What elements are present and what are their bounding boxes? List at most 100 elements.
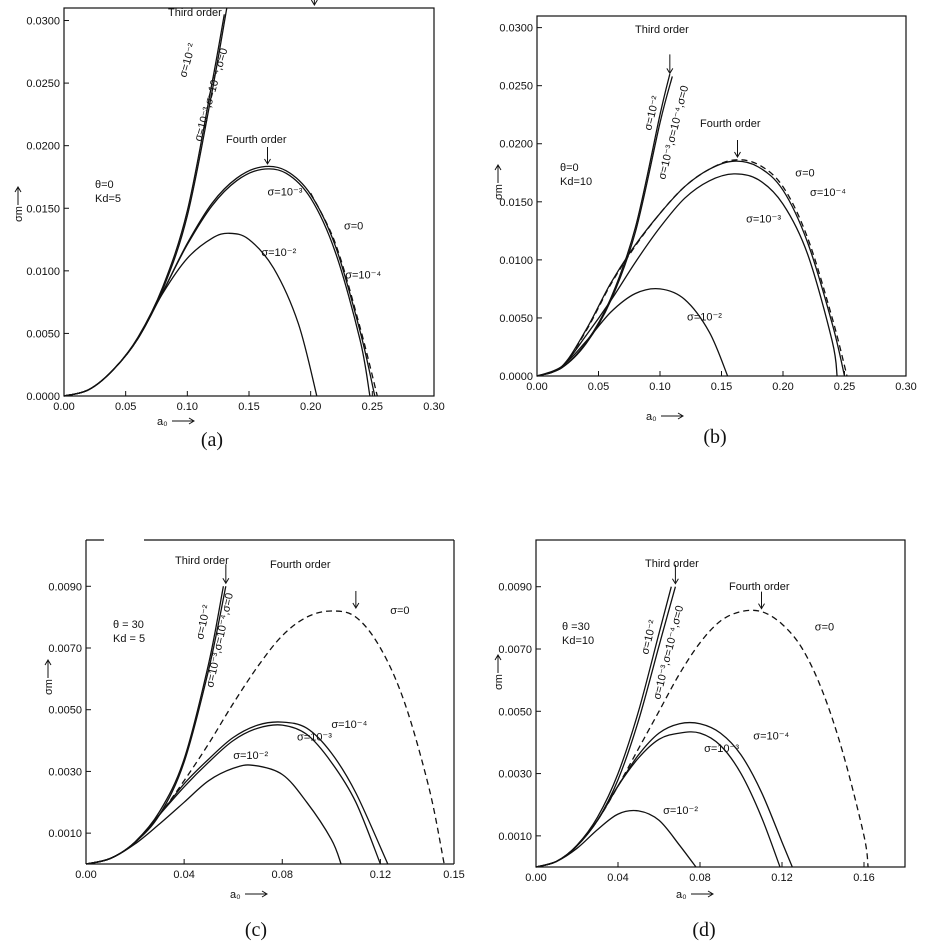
curves: σ=0σ=10⁻⁴σ=10⁻³σ=10⁻² <box>535 564 869 868</box>
fourth-order-series-line <box>85 724 382 865</box>
third-order-label: Third order <box>635 24 689 36</box>
curve-label: σ=10⁻² <box>663 805 698 817</box>
svg-text:σm: σm <box>493 674 505 690</box>
axis-label-x: a₀ <box>676 889 714 901</box>
axes: 0.00 0.04 0.08 0.12 0.15 0.0010 0.0030 0.0050 0.… <box>48 539 465 881</box>
panel-caption: (a) <box>201 429 223 451</box>
axis-label-x: a₀ <box>646 411 684 423</box>
x-tick-label: 0.15 <box>711 381 732 393</box>
y-tick-label: 0.0300 <box>26 16 60 28</box>
third-order-arrow-head <box>666 68 674 75</box>
panel-b: (b) a₀ σm θ=0 Kd=10 Third order Fourth o… <box>493 15 917 448</box>
y-tick-label: 0.0010 <box>48 828 82 840</box>
fourth-order-label: Fourth order <box>270 559 331 571</box>
axis-label-y: σm <box>493 164 505 200</box>
y-tick-label: 0.0050 <box>26 328 60 340</box>
fourth-order-arrow-head <box>758 603 765 610</box>
panel-caption: (b) <box>703 426 726 448</box>
y-tick-label: 0.0030 <box>48 766 82 778</box>
curves: σ=0σ=10⁻⁴σ=10⁻³σ=10⁻² <box>85 564 445 865</box>
x-tick-label: 0.08 <box>272 869 293 881</box>
panel-caption: (d) <box>692 919 715 941</box>
panel-a: (a) a₀ σm θ=0 Kd=5 Third order Fourth or… <box>13 0 445 451</box>
curve-label: σ=10⁻² <box>261 247 296 259</box>
param-block: θ =30 Kd=10 <box>562 621 594 647</box>
curve-label: σ=10⁻⁴ <box>810 187 846 199</box>
curve-label: σ=10⁻³ <box>268 187 303 199</box>
third-order-series-line <box>63 7 228 397</box>
fourth-order-series-line <box>535 609 869 868</box>
y-tick-label: 0.0050 <box>48 705 82 717</box>
y-tick-label: 0.0050 <box>498 706 532 718</box>
curve-label: σ=10⁻³ <box>746 214 781 226</box>
third-order-label: Third order <box>645 558 699 570</box>
x-tick-label: 0.20 <box>300 401 321 413</box>
third-order-series-line <box>536 76 673 377</box>
third-order-curve-label: σ=10⁻³,σ=10⁻⁴,σ=0 <box>651 604 686 700</box>
fourth-order-series-line <box>85 610 445 865</box>
x-tick-label: 0.05 <box>588 381 609 393</box>
x-tick-label: 0.30 <box>895 381 916 393</box>
panel-d: (d) a₀ σm θ =30 Kd=10 Third order Fourth… <box>493 539 906 941</box>
curve-label: σ=10⁻⁴ <box>345 269 381 281</box>
x-tick-label: 0.16 <box>853 872 874 884</box>
y-tick-label: 0.0090 <box>498 582 532 594</box>
x-tick-label: 0.00 <box>526 381 547 393</box>
param-theta: θ=0 <box>95 179 114 191</box>
y-tick-label: 0.0150 <box>26 203 60 215</box>
y-tick-label: 0.0070 <box>48 643 82 655</box>
fourth-order-series-line <box>535 721 793 868</box>
y-tick-label: 0.0010 <box>498 831 532 843</box>
panel-c: (c) a₀ σm θ = 30 Kd = 5 Third order Four… <box>43 539 465 941</box>
third-order-series-line <box>63 14 225 397</box>
svg-text:a₀: a₀ <box>157 416 168 428</box>
fourth-order-series-line <box>536 173 838 377</box>
param-block: θ = 30 Kd = 5 <box>113 619 145 645</box>
fourth-order-label: Fourth order <box>700 118 761 130</box>
x-tick-label: 0.15 <box>238 401 259 413</box>
svg-text:σm: σm <box>13 206 25 222</box>
third-order-curve-label: σ=10⁻² <box>194 604 213 641</box>
x-tick-label: 0.00 <box>53 401 74 413</box>
param-kd: Kd=10 <box>560 176 592 188</box>
fourth-order-series-line <box>536 288 729 377</box>
param-kd: Kd=5 <box>95 193 121 205</box>
curves: σ=0σ=10⁻⁴σ=10⁻³σ=10⁻² <box>536 54 848 377</box>
x-tick-label: 0.12 <box>370 869 391 881</box>
svg-text:a₀: a₀ <box>230 889 241 901</box>
fourth-order-series-line <box>63 165 376 397</box>
param-theta: θ=0 <box>560 162 579 174</box>
curve-label: σ=10⁻² <box>687 311 722 323</box>
y-tick-label: 0.0000 <box>499 371 533 383</box>
fourth-order-series-line <box>535 809 697 868</box>
axes: 0.00 0.05 0.10 0.15 0.20 0.25 0.30 0.0000 0.0050… <box>499 15 917 393</box>
third-order-arrow-head <box>222 578 230 585</box>
fourth-order-series-line <box>310 192 378 397</box>
axis-label-x: a₀ <box>157 416 195 428</box>
x-tick-label: 0.00 <box>525 872 546 884</box>
plot-frame <box>535 539 906 868</box>
third-order-label: Third order <box>175 555 229 567</box>
curve-label: σ=10⁻³ <box>704 743 739 755</box>
x-tick-label: 0.25 <box>834 381 855 393</box>
svg-text:σm: σm <box>493 184 505 200</box>
y-tick-label: 0.0000 <box>26 391 60 403</box>
curves: σ=10⁻³ σ=0 σ=10⁻⁴ σ=10⁻² <box>63 0 381 397</box>
third-order-label: Third order <box>168 7 222 19</box>
axis-label-y: σm <box>43 659 55 695</box>
curve-label: σ=0 <box>815 621 834 633</box>
curve-label: σ=0 <box>390 605 409 617</box>
third-order-curve-label: σ=10⁻² <box>177 42 198 79</box>
param-kd: Kd = 5 <box>113 633 145 645</box>
x-tick-label: 0.12 <box>771 872 792 884</box>
param-block: θ=0 Kd=5 <box>95 179 121 205</box>
x-tick-label: 0.15 <box>443 869 464 881</box>
third-order-curve-label: σ=10⁻² <box>639 619 659 656</box>
y-tick-label: 0.0030 <box>498 769 532 781</box>
x-tick-label: 0.10 <box>649 381 670 393</box>
fourth-order-arrow-head <box>734 151 741 158</box>
x-tick-label: 0.04 <box>607 872 628 884</box>
third-order-arrow-head <box>310 0 318 6</box>
x-tick-label: 0.08 <box>689 872 710 884</box>
y-tick-label: 0.0300 <box>499 23 533 35</box>
